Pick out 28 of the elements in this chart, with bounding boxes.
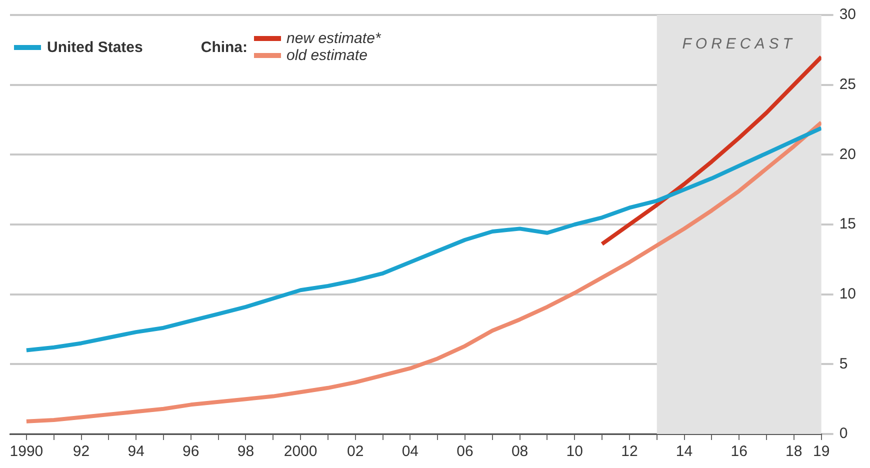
x-tick-label: 96 bbox=[182, 443, 200, 460]
x-tick-label: 10 bbox=[566, 443, 583, 460]
x-tick-label: 2000 bbox=[284, 443, 318, 460]
y-tick-label: 0 bbox=[839, 425, 848, 442]
band-label: FORECAST bbox=[682, 36, 796, 53]
y-tick-label: 20 bbox=[839, 146, 856, 163]
y-tick-label: 15 bbox=[839, 216, 856, 233]
legend-title: China: bbox=[200, 38, 248, 56]
y-tick-label: 5 bbox=[839, 355, 848, 372]
x-tick-label: 94 bbox=[128, 443, 144, 460]
x-tick-label: 08 bbox=[511, 443, 528, 460]
y-tick-label: 25 bbox=[839, 76, 856, 93]
x-tick-label: 19 bbox=[812, 443, 830, 460]
legend-label: new estimate* bbox=[286, 30, 381, 47]
x-tick-label: 1990 bbox=[10, 443, 44, 460]
x-tick-label: 16 bbox=[730, 443, 748, 460]
x-tick-label: 14 bbox=[676, 443, 693, 460]
x-tick-label: 18 bbox=[786, 443, 802, 460]
x-tick-label: 98 bbox=[237, 443, 254, 460]
y-tick-label: 30 bbox=[839, 6, 856, 24]
legend-label: old estimate bbox=[286, 47, 368, 64]
x-tick-label: 12 bbox=[621, 443, 638, 460]
x-tick-label: 92 bbox=[72, 443, 90, 460]
y-tick-label: 10 bbox=[839, 285, 856, 302]
x-tick-label: 04 bbox=[402, 443, 419, 460]
x-tick-label: 06 bbox=[456, 443, 474, 460]
legend-label: United States bbox=[47, 38, 143, 56]
x-tick-label: 02 bbox=[347, 443, 364, 460]
